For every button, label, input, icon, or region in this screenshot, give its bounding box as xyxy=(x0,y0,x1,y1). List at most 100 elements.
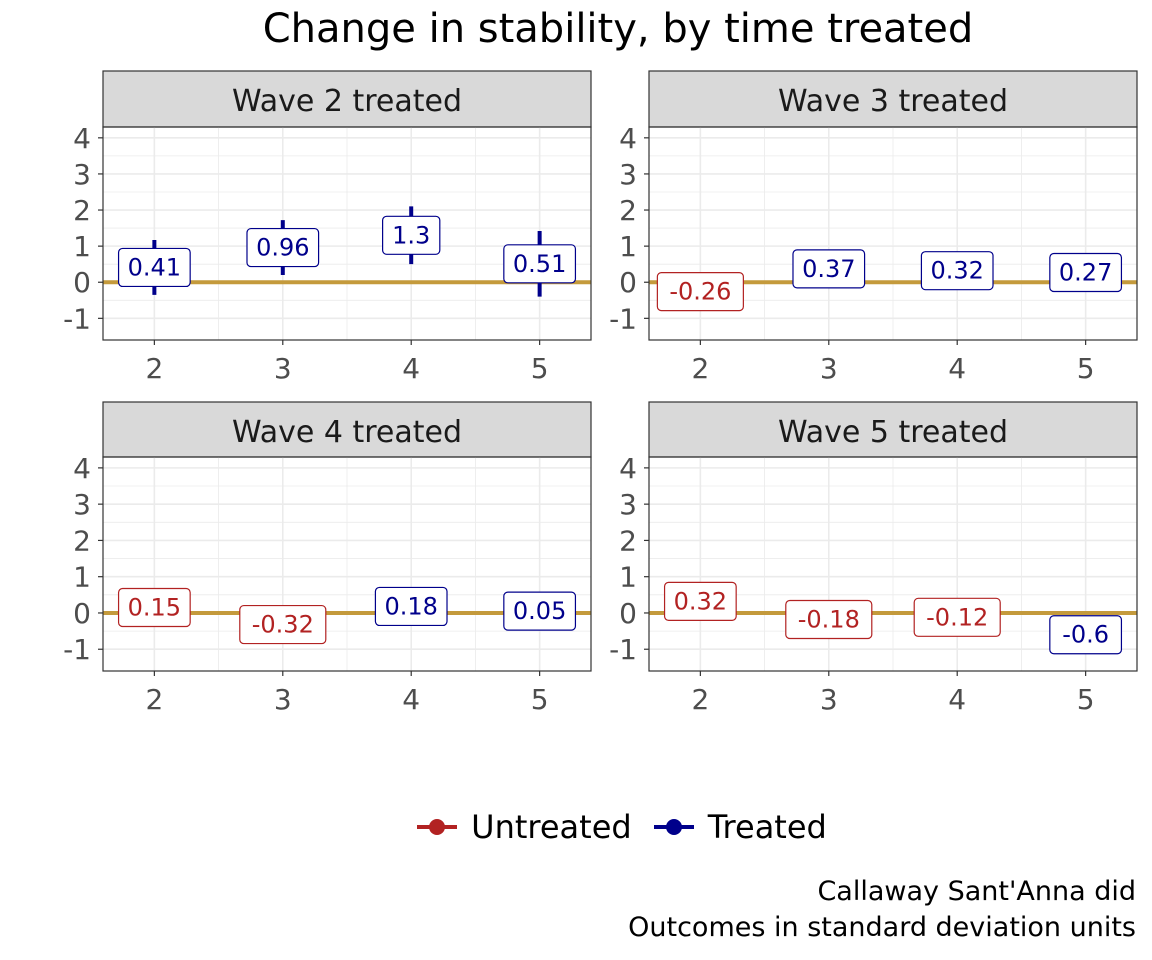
x-tick-label: 5 xyxy=(531,352,549,385)
y-tick-label: 4 xyxy=(619,452,637,485)
x-tick-label: 2 xyxy=(691,352,709,385)
data-label: 0.18 xyxy=(384,592,437,620)
y-tick-label: 0 xyxy=(73,597,91,630)
legend: Untreated Treated xyxy=(0,808,1152,846)
facet-strip xyxy=(648,401,1138,458)
x-tick-label: 3 xyxy=(274,683,292,716)
x-tick-label: 2 xyxy=(145,683,163,716)
y-tick-label: -1 xyxy=(63,633,91,666)
y-tick-label: 1 xyxy=(73,561,91,594)
data-label: -0.32 xyxy=(252,611,314,639)
data-label-box xyxy=(503,244,577,284)
legend-item-treated: Treated xyxy=(652,808,827,846)
y-tick-label: 1 xyxy=(619,230,637,263)
y-tick-label: 4 xyxy=(73,122,91,155)
legend-label-untreated: Untreated xyxy=(471,808,632,846)
data-label: -0.12 xyxy=(926,603,988,631)
x-tick-label: 3 xyxy=(820,683,838,716)
data-label-box xyxy=(1049,615,1123,655)
y-tick-label: 2 xyxy=(73,524,91,557)
data-label-box xyxy=(792,249,866,289)
data-label-box xyxy=(382,215,441,255)
x-tick-label: 4 xyxy=(948,352,966,385)
y-tick-label: 0 xyxy=(73,266,91,299)
y-tick-label: -1 xyxy=(609,302,637,335)
data-label-box xyxy=(239,604,327,645)
panel-border xyxy=(648,126,1138,341)
x-tick-label: 5 xyxy=(531,683,549,716)
data-label-box xyxy=(117,587,191,628)
facet-strip-label: Wave 4 treated xyxy=(232,415,462,450)
data-label: 0.05 xyxy=(513,597,566,625)
x-tick-label: 2 xyxy=(691,683,709,716)
x-tick-label: 5 xyxy=(1077,683,1095,716)
facet-strip-label: Wave 2 treated xyxy=(232,84,462,119)
x-tick-label: 2 xyxy=(145,352,163,385)
facet-strip xyxy=(102,401,592,458)
y-tick-label: 4 xyxy=(619,122,637,155)
y-tick-label: 3 xyxy=(73,488,91,521)
data-label: -0.18 xyxy=(798,605,860,633)
facet-strip-label: Wave 5 treated xyxy=(778,415,1008,450)
chart-title: Change in stability, by time treated xyxy=(262,6,974,52)
data-label-box xyxy=(117,247,191,288)
legend-label-treated: Treated xyxy=(707,808,827,846)
data-label: 1.3 xyxy=(392,221,430,249)
data-label: 0.32 xyxy=(930,257,983,285)
panel-border xyxy=(102,456,592,672)
x-tick-label: 3 xyxy=(820,352,838,385)
legend-key-treated xyxy=(653,819,694,835)
panel-border xyxy=(102,126,592,341)
data-label: -0.6 xyxy=(1062,621,1109,649)
y-tick-label: 3 xyxy=(73,158,91,191)
facet-strip xyxy=(102,70,592,128)
y-tick-label: 2 xyxy=(619,524,637,557)
caption-line-2: Outcomes in standard deviation units xyxy=(628,912,1136,943)
data-label: 0.96 xyxy=(256,234,309,262)
caption: Callaway Sant'Anna did Outcomes in stand… xyxy=(628,874,1136,946)
y-tick-label: 3 xyxy=(619,158,637,191)
data-label: 0.51 xyxy=(513,250,566,278)
legend-item-untreated: Untreated xyxy=(415,808,632,846)
x-tick-label: 3 xyxy=(274,352,292,385)
panel-border xyxy=(648,456,1138,672)
y-tick-label: 2 xyxy=(619,194,637,227)
x-tick-label: 4 xyxy=(402,683,420,716)
x-tick-label: 5 xyxy=(1077,352,1095,385)
y-tick-label: 0 xyxy=(619,266,637,299)
legend-key-untreated xyxy=(417,819,458,835)
data-label: 0.15 xyxy=(128,594,181,622)
y-tick-label: 4 xyxy=(73,452,91,485)
x-tick-label: 4 xyxy=(948,683,966,716)
data-label-box xyxy=(920,251,994,291)
y-tick-label: 1 xyxy=(619,561,637,594)
data-label: 0.27 xyxy=(1059,258,1112,286)
data-label-box xyxy=(1049,252,1123,293)
data-label-box xyxy=(663,581,737,621)
data-label-box xyxy=(913,597,1001,637)
data-label-box xyxy=(656,272,744,312)
x-tick-label: 4 xyxy=(402,352,420,385)
data-label: -0.26 xyxy=(669,278,731,306)
y-tick-label: 0 xyxy=(619,597,637,630)
facet-strip xyxy=(648,70,1138,128)
facet-strip-label: Wave 3 treated xyxy=(778,84,1008,119)
data-label-box xyxy=(246,227,320,268)
data-label: 0.37 xyxy=(802,255,855,283)
y-tick-label: -1 xyxy=(609,633,637,666)
y-tick-label: 3 xyxy=(619,488,637,521)
caption-line-1: Callaway Sant'Anna did xyxy=(817,876,1136,907)
data-label: 0.32 xyxy=(674,587,727,615)
y-tick-label: 2 xyxy=(73,194,91,227)
data-label-box xyxy=(374,586,448,627)
data-label: 0.41 xyxy=(128,253,181,281)
y-tick-label: -1 xyxy=(63,302,91,335)
data-label-box xyxy=(785,599,873,640)
y-tick-label: 1 xyxy=(73,230,91,263)
data-label-box xyxy=(503,591,577,631)
